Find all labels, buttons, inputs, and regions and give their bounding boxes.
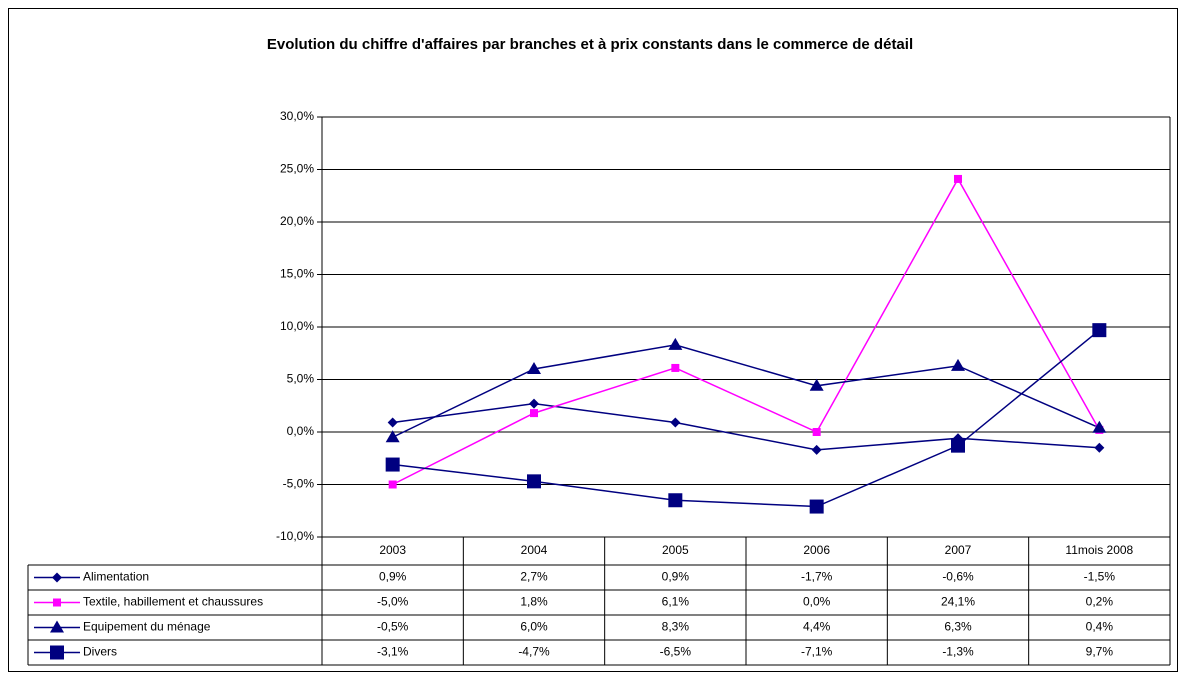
series-line bbox=[392, 177, 1100, 486]
x-tick-label: 2007 bbox=[945, 543, 972, 557]
x-tick-label: 2005 bbox=[662, 543, 689, 557]
legend-label: Divers bbox=[83, 645, 117, 659]
table-value: 2,7% bbox=[520, 570, 548, 584]
series-line bbox=[392, 402, 1100, 451]
legend-label: Alimentation bbox=[83, 570, 149, 584]
table-value: 1,8% bbox=[520, 595, 548, 609]
legend-marker bbox=[53, 598, 61, 607]
table-value: -1,7% bbox=[801, 570, 833, 584]
data-point bbox=[812, 428, 821, 436]
data-point bbox=[809, 378, 824, 391]
data-point bbox=[811, 444, 822, 455]
table-value: 0,2% bbox=[1086, 595, 1114, 609]
data-point bbox=[1092, 420, 1107, 433]
x-tick-label: 2003 bbox=[379, 543, 406, 557]
y-tick-label: 20,0% bbox=[280, 214, 314, 228]
table-value: -6,5% bbox=[660, 645, 692, 659]
table-value: -7,1% bbox=[801, 645, 833, 659]
x-tick-label: 11mois 2008 bbox=[1065, 543, 1133, 557]
series-line bbox=[392, 344, 1100, 438]
data-point bbox=[529, 398, 539, 409]
data-point bbox=[954, 174, 962, 183]
table-value: 9,7% bbox=[1086, 645, 1114, 659]
y-tick-label: 10,0% bbox=[280, 319, 314, 333]
legend-marker bbox=[50, 620, 64, 633]
table-value: 0,0% bbox=[803, 595, 831, 609]
data-point bbox=[530, 409, 538, 418]
data-point bbox=[387, 417, 398, 428]
table-value: 8,3% bbox=[662, 620, 690, 634]
table-value: -1,5% bbox=[1084, 570, 1116, 584]
y-tick-label: 5,0% bbox=[287, 372, 315, 386]
table-value: 24,1% bbox=[941, 595, 975, 609]
legend-label: Textile, habillement et chaussures bbox=[83, 595, 263, 609]
table-value: 0,4% bbox=[1086, 620, 1114, 634]
table-value: 4,4% bbox=[803, 620, 831, 634]
table-value: -1,3% bbox=[942, 645, 974, 659]
x-tick-label: 2006 bbox=[803, 543, 830, 557]
data-point bbox=[527, 474, 541, 489]
data-point bbox=[668, 493, 683, 508]
chart-title: Evolution du chiffre d'affaires par bran… bbox=[267, 36, 913, 53]
data-point bbox=[809, 499, 824, 514]
legend-label: Equipement du ménage bbox=[83, 620, 211, 634]
data-point bbox=[951, 358, 965, 371]
table-value: 6,0% bbox=[520, 620, 548, 634]
y-tick-label: 30,0% bbox=[280, 109, 314, 123]
y-tick-label: 0,0% bbox=[287, 424, 315, 438]
chart-border bbox=[8, 8, 1178, 672]
y-tick-label: 15,0% bbox=[280, 267, 314, 281]
table-value: -4,7% bbox=[518, 645, 550, 659]
legend-marker bbox=[52, 572, 62, 583]
table-value: -0,5% bbox=[377, 620, 409, 634]
data-point bbox=[1092, 323, 1107, 338]
y-tick-label: 25,0% bbox=[280, 162, 314, 176]
data-point bbox=[388, 480, 397, 489]
data-point bbox=[1094, 442, 1105, 453]
data-point bbox=[385, 457, 400, 472]
data-point bbox=[670, 417, 681, 428]
table-value: 0,9% bbox=[379, 570, 407, 584]
table-value: 6,1% bbox=[662, 595, 690, 609]
data-point bbox=[671, 363, 680, 372]
data-point bbox=[951, 438, 965, 453]
table-value: -5,0% bbox=[377, 595, 409, 609]
table-value: 6,3% bbox=[944, 620, 972, 634]
table-value: -0,6% bbox=[942, 570, 974, 584]
x-tick-label: 2004 bbox=[521, 543, 548, 557]
legend-marker bbox=[50, 645, 64, 660]
series-line bbox=[392, 329, 1100, 508]
y-tick-label: -10,0% bbox=[276, 529, 314, 543]
table-value: 0,9% bbox=[662, 570, 690, 584]
y-tick-label: -5,0% bbox=[283, 477, 315, 491]
data-point bbox=[527, 362, 541, 374]
table-value: -3,1% bbox=[377, 645, 409, 659]
data-point bbox=[385, 430, 400, 443]
data-point bbox=[668, 337, 683, 350]
